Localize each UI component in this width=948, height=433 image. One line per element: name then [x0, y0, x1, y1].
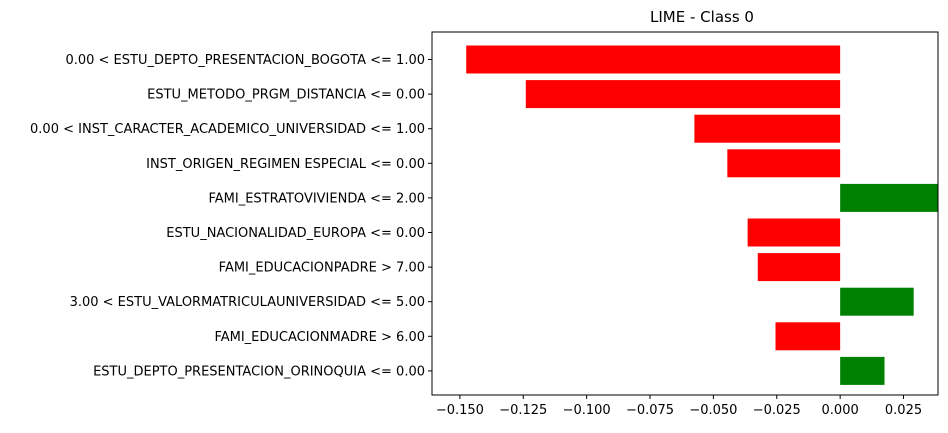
bar-0 [466, 45, 841, 74]
x-tick-label: −0.150 [436, 403, 484, 418]
y-tick-label: FAMI_EDUCACIONMADRE > 6.00 [214, 330, 425, 345]
bar-7 [840, 287, 914, 316]
x-tick-label: −0.025 [753, 403, 801, 418]
bar-1 [525, 80, 841, 109]
x-tick-label: 0.000 [822, 403, 859, 418]
y-tick-label: FAMI_EDUCACIONPADRE > 7.00 [219, 261, 425, 276]
bar-4 [840, 183, 938, 212]
y-tick-label: ESTU_METODO_PRGM_DISTANCIA <= 0.00 [147, 88, 425, 103]
x-tick-label: 0.025 [885, 403, 922, 418]
y-tick-label: FAMI_ESTRATOVIVIENDA <= 2.00 [208, 191, 425, 206]
bar-2 [694, 114, 841, 143]
y-tick-label: ESTU_NACIONALIDAD_EUROPA <= 0.00 [166, 226, 425, 241]
y-tick-label: INST_ORIGEN_REGIMEN ESPECIAL <= 0.00 [146, 157, 425, 172]
y-tick-label: 0.00 < ESTU_DEPTO_PRESENTACION_BOGOTA <=… [65, 53, 425, 68]
y-tick-labels: 0.00 < ESTU_DEPTO_PRESENTACION_BOGOTA <=… [30, 53, 432, 379]
x-tick-label: −0.100 [563, 403, 611, 418]
x-tick-label: −0.050 [689, 403, 737, 418]
y-tick-label: ESTU_DEPTO_PRESENTACION_ORINOQUIA <= 0.0… [93, 364, 425, 379]
bar-6 [757, 253, 841, 282]
y-tick-label: 3.00 < ESTU_VALORMATRICULAUNIVERSIDAD <=… [70, 295, 425, 310]
bar-9 [840, 356, 885, 385]
plot-frame [431, 31, 939, 396]
x-tick-label: −0.125 [499, 403, 547, 418]
bar-3 [727, 149, 841, 178]
y-tick-label: 0.00 < INST_CARACTER_ACADEMICO_UNIVERSID… [30, 122, 425, 137]
bars-group [466, 45, 938, 385]
bar-8 [775, 322, 841, 351]
x-tick-label: −0.075 [626, 403, 674, 418]
x-axis-ticks: −0.150 −0.125 −0.100 −0.075 −0.050 −0.025 0.00… [436, 395, 922, 418]
bar-5 [747, 218, 841, 247]
chart-title: LIME - Class 0 [650, 8, 754, 26]
